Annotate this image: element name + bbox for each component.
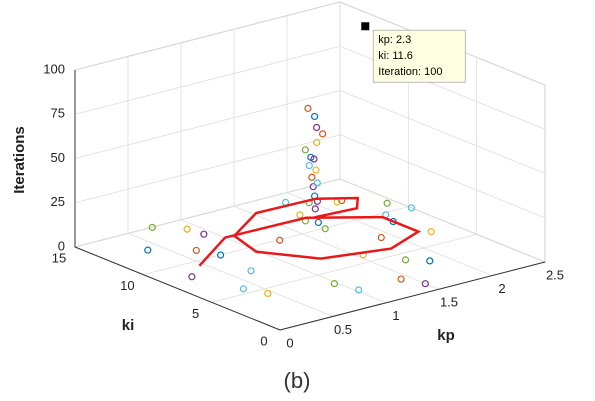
grid-line xyxy=(74,1,341,71)
point xyxy=(264,289,272,298)
point xyxy=(304,104,312,112)
z-tick-label: 25 xyxy=(51,194,65,209)
point xyxy=(312,166,320,174)
point xyxy=(276,236,284,244)
point xyxy=(296,211,304,219)
datatip-text: ki: 11.6 xyxy=(378,50,413,62)
y-tick-label: 15 xyxy=(52,250,66,265)
point xyxy=(148,223,156,231)
datatip-text: kp: 2.3 xyxy=(378,34,411,46)
grid-line xyxy=(74,90,341,159)
point xyxy=(426,257,434,265)
point xyxy=(239,285,248,293)
point xyxy=(427,228,435,236)
point xyxy=(355,286,363,294)
datatip-box xyxy=(372,29,466,83)
z-tick-label: 50 xyxy=(51,150,65,165)
point xyxy=(397,275,405,283)
x-tick-label: 0.5 xyxy=(334,322,352,337)
y-tick-label: 10 xyxy=(120,278,134,293)
point xyxy=(192,246,200,255)
grid-line xyxy=(339,178,546,263)
point xyxy=(401,256,410,264)
grid-line xyxy=(74,134,341,204)
search-path xyxy=(198,196,422,267)
point xyxy=(319,130,327,138)
point xyxy=(311,112,319,121)
grid-line xyxy=(180,219,387,304)
point xyxy=(144,246,152,254)
point xyxy=(183,225,191,233)
point xyxy=(383,199,391,207)
z-tick-label: 100 xyxy=(43,61,65,76)
point xyxy=(377,233,385,242)
point xyxy=(217,251,225,259)
caption: (b) xyxy=(284,368,311,393)
point xyxy=(311,205,319,213)
point xyxy=(247,267,255,275)
point xyxy=(305,161,313,170)
x-axis-label: kp xyxy=(437,327,455,344)
grid-line xyxy=(233,205,440,290)
x-axis xyxy=(279,261,546,331)
x-tick-label: 2 xyxy=(498,281,505,296)
point xyxy=(421,280,429,288)
point xyxy=(309,183,317,191)
point xyxy=(313,138,321,147)
point xyxy=(312,123,321,132)
grid-line xyxy=(286,192,493,276)
z-tick-label: 0 xyxy=(58,238,65,253)
point xyxy=(313,179,321,187)
grid-line xyxy=(74,45,341,115)
x-tick-label: 1 xyxy=(392,308,399,323)
z-axis-label: Iterations xyxy=(11,126,28,194)
z-tick-label: 75 xyxy=(51,106,65,121)
point xyxy=(407,204,415,212)
grid-line xyxy=(211,233,477,303)
datatip-marker xyxy=(361,22,370,31)
datatip-text: Iteration: 100 xyxy=(378,66,442,78)
point xyxy=(330,280,338,288)
x-tick-label: 0 xyxy=(286,335,293,350)
point xyxy=(310,155,318,163)
point xyxy=(301,146,309,154)
point xyxy=(188,273,196,281)
grid-line xyxy=(74,178,341,248)
grid-line xyxy=(339,90,546,174)
grid-line xyxy=(127,233,334,317)
grid-line xyxy=(339,134,546,219)
y-tick-label: 0 xyxy=(260,333,267,348)
point xyxy=(200,230,208,238)
point xyxy=(314,218,322,227)
point xyxy=(308,173,316,181)
x-tick-label: 1.5 xyxy=(440,295,458,310)
point xyxy=(321,225,329,233)
y-tick-label: 5 xyxy=(192,306,199,321)
x-tick-label: 2.5 xyxy=(546,267,564,282)
y-axis-label: ki xyxy=(122,317,135,334)
y-axis xyxy=(74,246,281,331)
